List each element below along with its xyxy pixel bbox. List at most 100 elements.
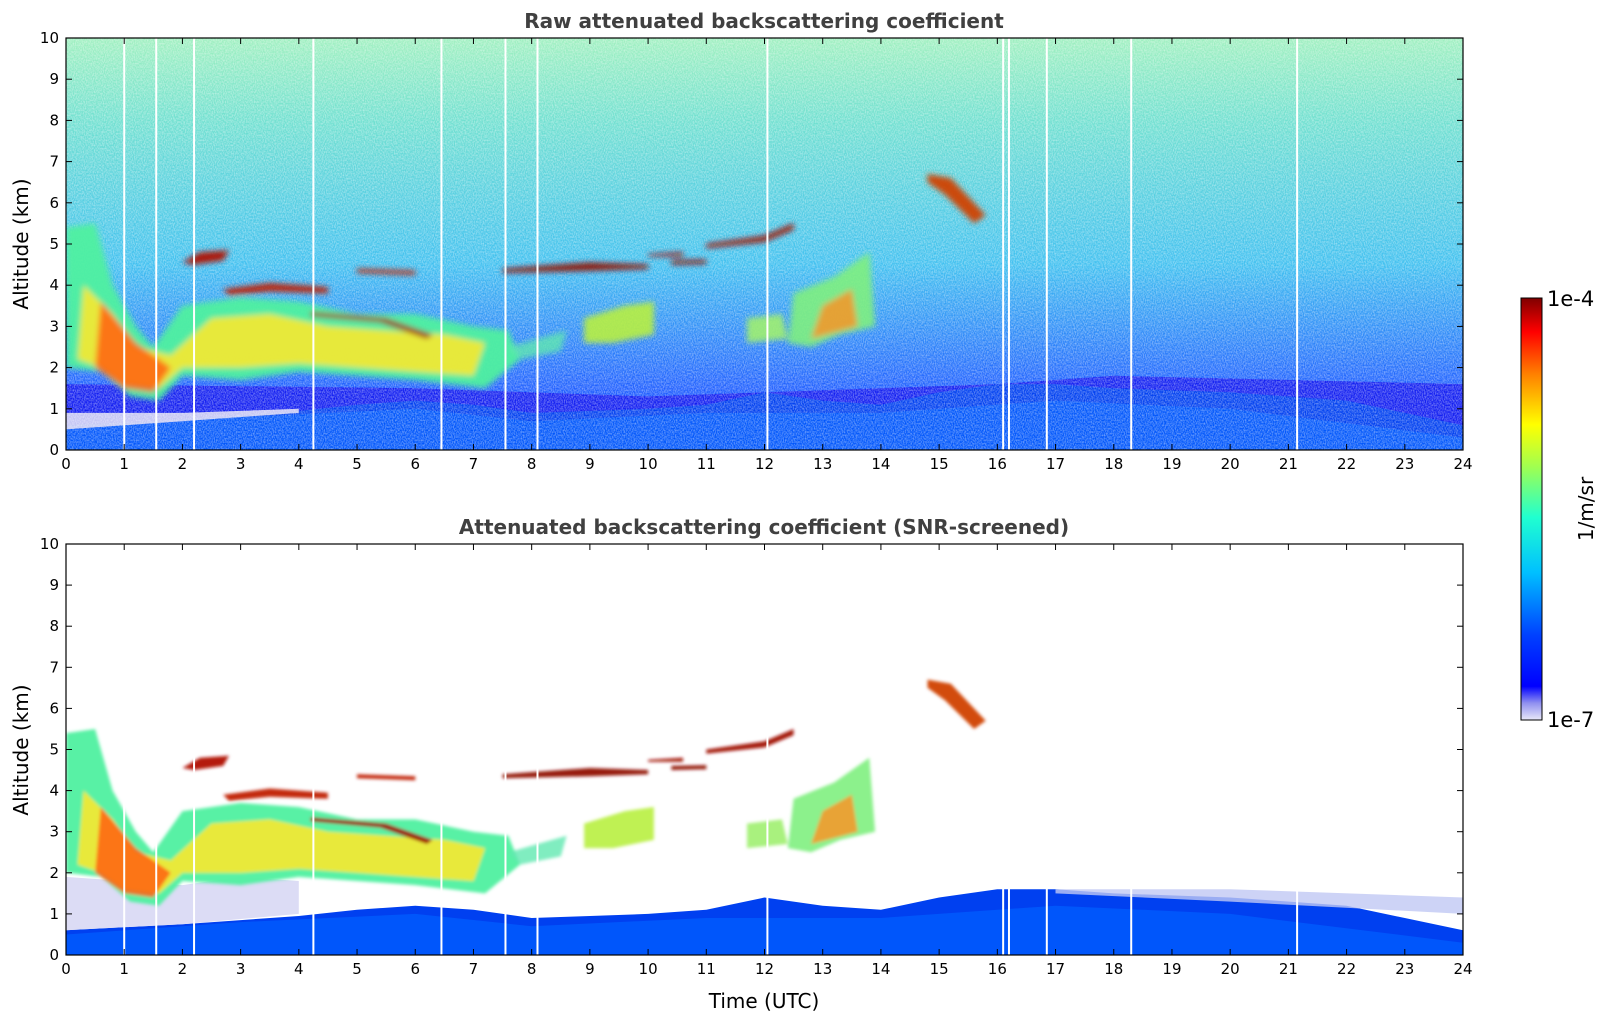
screened-residual-layer [1055,889,1463,914]
screened-x-tick-label: 0 [61,960,71,978]
screened-aerosol-column-core [811,794,858,844]
raw-cloud-segment [706,223,794,249]
screened-x-tick-label: 19 [1162,960,1181,978]
screened-x-tick-label: 8 [527,960,537,978]
raw-cloud-segment [502,262,649,273]
raw-y-tick-label: 4 [49,276,59,294]
raw-x-tick-label: 11 [697,455,716,473]
screened-y-tick-label: 9 [49,576,59,594]
raw-x-tick-label: 14 [871,455,890,473]
raw-x-tick-label: 13 [813,455,832,473]
screened-cloud-segment [671,765,707,770]
screened-aerosol-plume-dense [95,807,171,898]
screened-x-tick-label: 18 [1104,960,1123,978]
screened-y-tick-label: 8 [49,617,59,635]
colorbar-label: 1/m/sr [1574,476,1598,541]
colorbar: 1e-4 1e-7 1/m/sr [1520,287,1598,732]
screened-cloud-segment [927,679,986,729]
raw-x-tick-label: 9 [585,455,595,473]
raw-y-tick-label: 1 [49,400,59,418]
raw-cloud-segment [671,259,707,265]
raw-x-tick-label: 5 [352,455,362,473]
raw-aerosol-layer-core [77,285,486,389]
screened-x-tick-label: 12 [755,960,774,978]
screened-x-tick-label: 13 [813,960,832,978]
screened-y-tick-label: 1 [49,905,59,923]
raw-y-tick-label: 7 [49,153,59,171]
raw-x-tick-label: 7 [469,455,479,473]
screened-x-tick-label: 4 [294,960,304,978]
raw-cloud-segment [927,174,986,224]
screened-y-tick-label: 5 [49,741,59,759]
screened-cloud-segment [648,757,683,762]
screened-x-tick-label: 11 [697,960,716,978]
screened-cloud-segment [357,774,416,781]
colorbar-gradient [1520,297,1543,721]
screened-cloud-segment [310,817,433,844]
raw-aerosol-patch [584,301,654,343]
raw-x-tick-label: 21 [1279,455,1298,473]
screened-y-tick-label: 2 [49,864,59,882]
colorbar-min-label: 1e-7 [1547,708,1594,732]
raw-x-tick-label: 2 [178,455,188,473]
screened-x-tick-label: 9 [585,960,595,978]
raw-y-tick-label: 9 [49,70,59,88]
screened-cloud-segment [502,768,649,779]
screened-y-tick-label: 0 [49,946,59,964]
colorbar-max-label: 1e-4 [1547,287,1594,311]
raw-x-tick-label: 0 [61,455,71,473]
screened-x-tick-label: 6 [410,960,420,978]
raw-x-tick-label: 10 [639,455,658,473]
screened-x-tick-label: 7 [469,960,479,978]
raw-x-tick-label: 17 [1046,455,1065,473]
raw-x-tick-label: 20 [1221,455,1240,473]
screened-x-tick-label: 10 [639,960,658,978]
screened-x-tick-label: 23 [1395,960,1414,978]
screened-x-tick-label: 17 [1046,960,1065,978]
screened-y-tick-label: 4 [49,782,59,800]
raw-y-tick-label: 2 [49,359,59,377]
screened-x-tick-label: 16 [988,960,1007,978]
raw-x-tick-label: 23 [1395,455,1414,473]
screened-boundary-core [66,905,1463,955]
raw-y-tick-label: 5 [49,235,59,253]
raw-x-tick-label: 3 [236,455,246,473]
raw-x-tick-label: 8 [527,455,537,473]
screened-cloud-segment [706,729,794,754]
screened-heatmap [66,544,1463,955]
screened-x-tick-label: 1 [119,960,129,978]
screened-x-tick-label: 22 [1337,960,1356,978]
screened-y-tick-label: 3 [49,823,59,841]
raw-y-tick-label: 8 [49,111,59,129]
x-axis-label: Time (UTC) [708,989,820,1013]
raw-aerosol-column-core [811,289,858,339]
raw-y-tick-label: 6 [49,194,59,212]
screened-x-tick-label: 5 [352,960,362,978]
raw-x-tick-label: 4 [294,455,304,473]
raw-cloud-segment [648,252,683,257]
raw-cloud-segment [357,268,416,275]
screened-y-tick-label: 6 [49,699,59,717]
raw-x-tick-label: 22 [1337,455,1356,473]
raw-heatmap [66,38,1463,450]
raw-panel: Raw attenuated backscattering coefficien… [9,9,1473,473]
raw-cloud-segment [310,312,433,339]
screened-x-tick-label: 15 [930,960,949,978]
raw-y-tick-label: 0 [49,441,59,459]
screened-aerosol-layer-core [77,790,486,894]
screened-x-tick-label: 3 [236,960,246,978]
screened-x-tick-label: 20 [1221,960,1240,978]
raw-x-tick-label: 15 [930,455,949,473]
screened-y-tick-label: 10 [40,535,59,553]
raw-x-tick-label: 12 [755,455,774,473]
raw-x-tick-label: 16 [988,455,1007,473]
raw-x-tick-label: 19 [1162,455,1181,473]
screened-panel-title: Attenuated backscattering coefficient (S… [459,515,1069,539]
screened-aerosol-patch [584,807,654,849]
raw-x-tick-label: 6 [410,455,420,473]
raw-panel-title: Raw attenuated backscattering coefficien… [524,9,1004,33]
raw-x-tick-label: 24 [1453,455,1472,473]
raw-y-tick-label: 3 [49,317,59,335]
screened-x-tick-label: 24 [1453,960,1472,978]
